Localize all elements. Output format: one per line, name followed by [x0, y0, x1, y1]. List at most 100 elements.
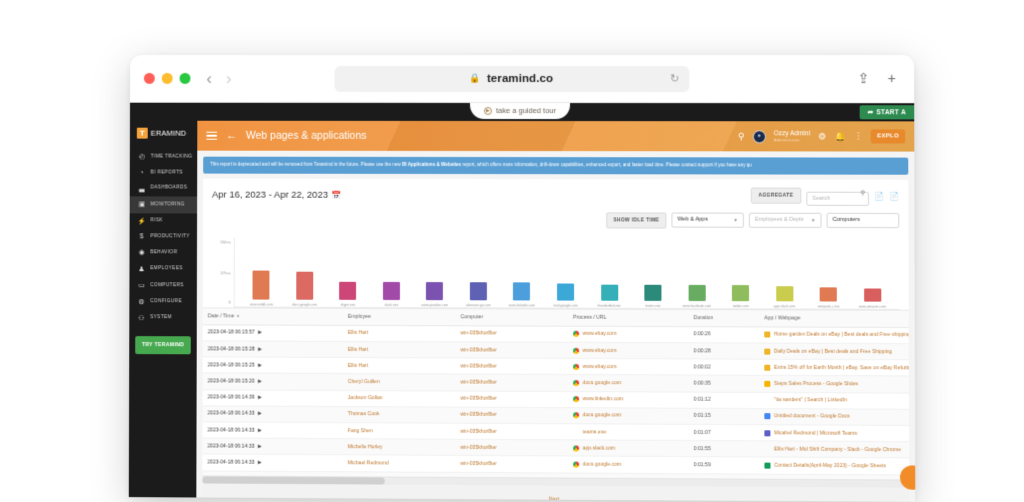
- chart-bar[interactable]: [819, 287, 838, 302]
- minimize-window-button[interactable]: [161, 72, 173, 84]
- try-teramind-button[interactable]: TRY TERAMIND: [135, 336, 191, 355]
- chart-bar[interactable]: [732, 284, 750, 302]
- table-header-app-webpage[interactable]: App / Webpage: [759, 309, 909, 328]
- cell-employee: Jackson Gollan: [342, 390, 456, 407]
- calendar-icon[interactable]: 📅: [332, 190, 342, 200]
- aggregate-button[interactable]: AGGREGATE: [750, 187, 802, 205]
- chart-bar-column[interactable]: twitter.com: [719, 239, 763, 309]
- more-vertical-icon[interactable]: ⋮: [853, 130, 863, 141]
- guided-tour-pill[interactable]: ▶ take a guided tour: [469, 102, 571, 120]
- sidebar-item-bi-reports[interactable]: ◔ BI REPORTS: [130, 165, 197, 180]
- logo-wordmark: ERAMIND: [150, 128, 187, 138]
- video-session-icon[interactable]: ▶: [257, 459, 262, 466]
- video-session-icon[interactable]: ▶: [258, 411, 262, 418]
- avatar[interactable]: ●: [752, 129, 766, 143]
- address-bar[interactable]: 🔒 teramind.co ↻: [334, 65, 690, 92]
- next-page-link[interactable]: Next: [548, 496, 560, 502]
- chart-bar-column[interactable]: www.facebook.com: [675, 239, 719, 309]
- chart-bar-column[interactable]: docs.google.com: [283, 238, 326, 307]
- user-info[interactable]: Ozzy Admini Administrator: [774, 130, 810, 143]
- table-header-employee[interactable]: Employee: [342, 308, 456, 326]
- chart-bar[interactable]: [252, 270, 270, 300]
- employees-select[interactable]: Employees & Depts ▼: [748, 212, 822, 228]
- chart-bar[interactable]: [644, 284, 662, 301]
- close-window-button[interactable]: [143, 72, 155, 84]
- export-pdf-icon[interactable]: 📄: [889, 191, 900, 201]
- search-icon[interactable]: ⚲: [737, 130, 745, 141]
- chart-bar-column[interactable]: abcnews.go.com: [457, 238, 501, 307]
- chart-bar-column[interactable]: www.reddit.com: [240, 237, 283, 306]
- explore-button[interactable]: EXPLO: [870, 129, 906, 144]
- banner-link[interactable]: BI Applications & Websites: [402, 161, 462, 167]
- computers-select[interactable]: Computers: [826, 212, 900, 228]
- sidebar-item-monitoring[interactable]: ▣ MONITORING: [129, 196, 198, 213]
- video-session-icon[interactable]: ▶: [258, 362, 262, 369]
- plus-icon[interactable]: +: [887, 70, 896, 87]
- chart-bar[interactable]: [557, 283, 575, 301]
- browser-actions: ⇪ +: [858, 70, 900, 87]
- sidebar-item-risk[interactable]: ⚡ RISK: [130, 213, 197, 229]
- chart-bar-column[interactable]: mail.google.com: [544, 238, 588, 308]
- chart-bar-column[interactable]: skype.exe: [326, 238, 369, 307]
- show-idle-time-button[interactable]: SHOW IDLE TIME: [606, 212, 667, 229]
- search-icon[interactable]: ⚲: [860, 191, 865, 198]
- chart-bar[interactable]: [296, 271, 314, 300]
- bell-icon[interactable]: 🔔: [834, 130, 846, 141]
- chart-bar[interactable]: [382, 281, 400, 300]
- table-cell-datetime: 2023-04-18 06:14:33: [207, 459, 255, 466]
- sidebar-item-system[interactable]: ⚇ SYSTEM: [129, 310, 197, 327]
- hamburger-icon[interactable]: [206, 131, 218, 141]
- sort-desc-icon[interactable]: ▼: [236, 313, 241, 319]
- chevron-down-icon: ▼: [810, 217, 816, 223]
- chart-bar[interactable]: [775, 285, 794, 302]
- chart-bar-column[interactable]: app.slack.com: [762, 239, 806, 309]
- chart-bar-column[interactable]: notepad++.exe: [806, 239, 850, 309]
- chart-bar-column[interactable]: www.youtube.com: [413, 238, 457, 307]
- teramind-logo[interactable]: T ERAMIND: [130, 121, 197, 149]
- start-trial-button[interactable]: ➦ START A: [859, 105, 915, 120]
- sidebar-item-employees[interactable]: ♟ EMPLOYEES: [129, 261, 196, 278]
- table-header-date-time[interactable]: Date / Time ▼: [202, 307, 343, 326]
- table-header-process-url[interactable]: Process / URL: [568, 309, 689, 327]
- sidebar-item-dashboards[interactable]: ▃ DASHBOARDS: [130, 180, 197, 196]
- web-apps-select[interactable]: Web & Apps ▼: [671, 212, 744, 228]
- chart-bar-column[interactable]: thunderbird.exe: [587, 238, 631, 308]
- video-session-icon[interactable]: ▶: [258, 346, 263, 353]
- chart-bar-column[interactable]: www.amazon.com: [850, 239, 894, 309]
- video-session-icon[interactable]: ▶: [258, 378, 262, 385]
- chart-bar[interactable]: [469, 282, 487, 301]
- chart-bar[interactable]: [426, 282, 444, 301]
- chart-bar[interactable]: [339, 281, 357, 300]
- gear-icon[interactable]: ⚙: [818, 130, 827, 141]
- chart-bar-column[interactable]: teams.exe: [631, 238, 675, 308]
- chart-bar[interactable]: [688, 284, 706, 301]
- chart-bar[interactable]: [513, 282, 531, 301]
- teramind-app: ➦ START A ▶ take a guided tour T ERAMIND…: [128, 102, 916, 502]
- video-session-icon[interactable]: ▶: [257, 427, 262, 434]
- arrow-left-icon[interactable]: ←: [226, 129, 237, 142]
- chart-bar-column[interactable]: www.linkedin.com: [500, 238, 544, 307]
- sidebar-item-computers[interactable]: ▭ COMPUTERS: [129, 277, 196, 294]
- date-range-picker[interactable]: Apr 16, 2023 - Apr 22, 2023 📅: [212, 189, 342, 200]
- cell-process-url: docs.google.com: [568, 456, 689, 474]
- chart-bar[interactable]: [863, 288, 882, 302]
- forward-icon[interactable]: ›: [225, 68, 232, 88]
- video-session-icon[interactable]: ▶: [258, 330, 263, 337]
- search-field[interactable]: ⚲: [806, 187, 870, 206]
- reload-icon[interactable]: ↻: [670, 73, 680, 86]
- sidebar-item-productivity[interactable]: $ PRODUCTIVITY: [130, 229, 197, 245]
- back-icon[interactable]: ‹: [206, 68, 213, 88]
- chart-bar[interactable]: [600, 284, 618, 301]
- sidebar-item-configure[interactable]: ⚙ CONFIGURE: [129, 294, 196, 311]
- table-header-computer[interactable]: Computer: [455, 308, 569, 327]
- share-icon[interactable]: ⇪: [857, 70, 870, 87]
- table-header-duration[interactable]: Duration: [688, 309, 760, 327]
- cell-computer: win-035khor8ter: [455, 358, 569, 375]
- sidebar-item-behavior[interactable]: ◉ BEHAVIOR: [130, 244, 197, 261]
- export-csv-icon[interactable]: 📄: [874, 191, 885, 201]
- video-session-icon[interactable]: ▶: [257, 443, 262, 450]
- video-session-icon[interactable]: ▶: [258, 394, 262, 401]
- chart-bar-column[interactable]: slack.exe: [370, 238, 414, 307]
- sidebar-item-time-tracking[interactable]: ◴ TIME TRACKING: [130, 149, 197, 165]
- maximize-window-button[interactable]: [179, 72, 191, 84]
